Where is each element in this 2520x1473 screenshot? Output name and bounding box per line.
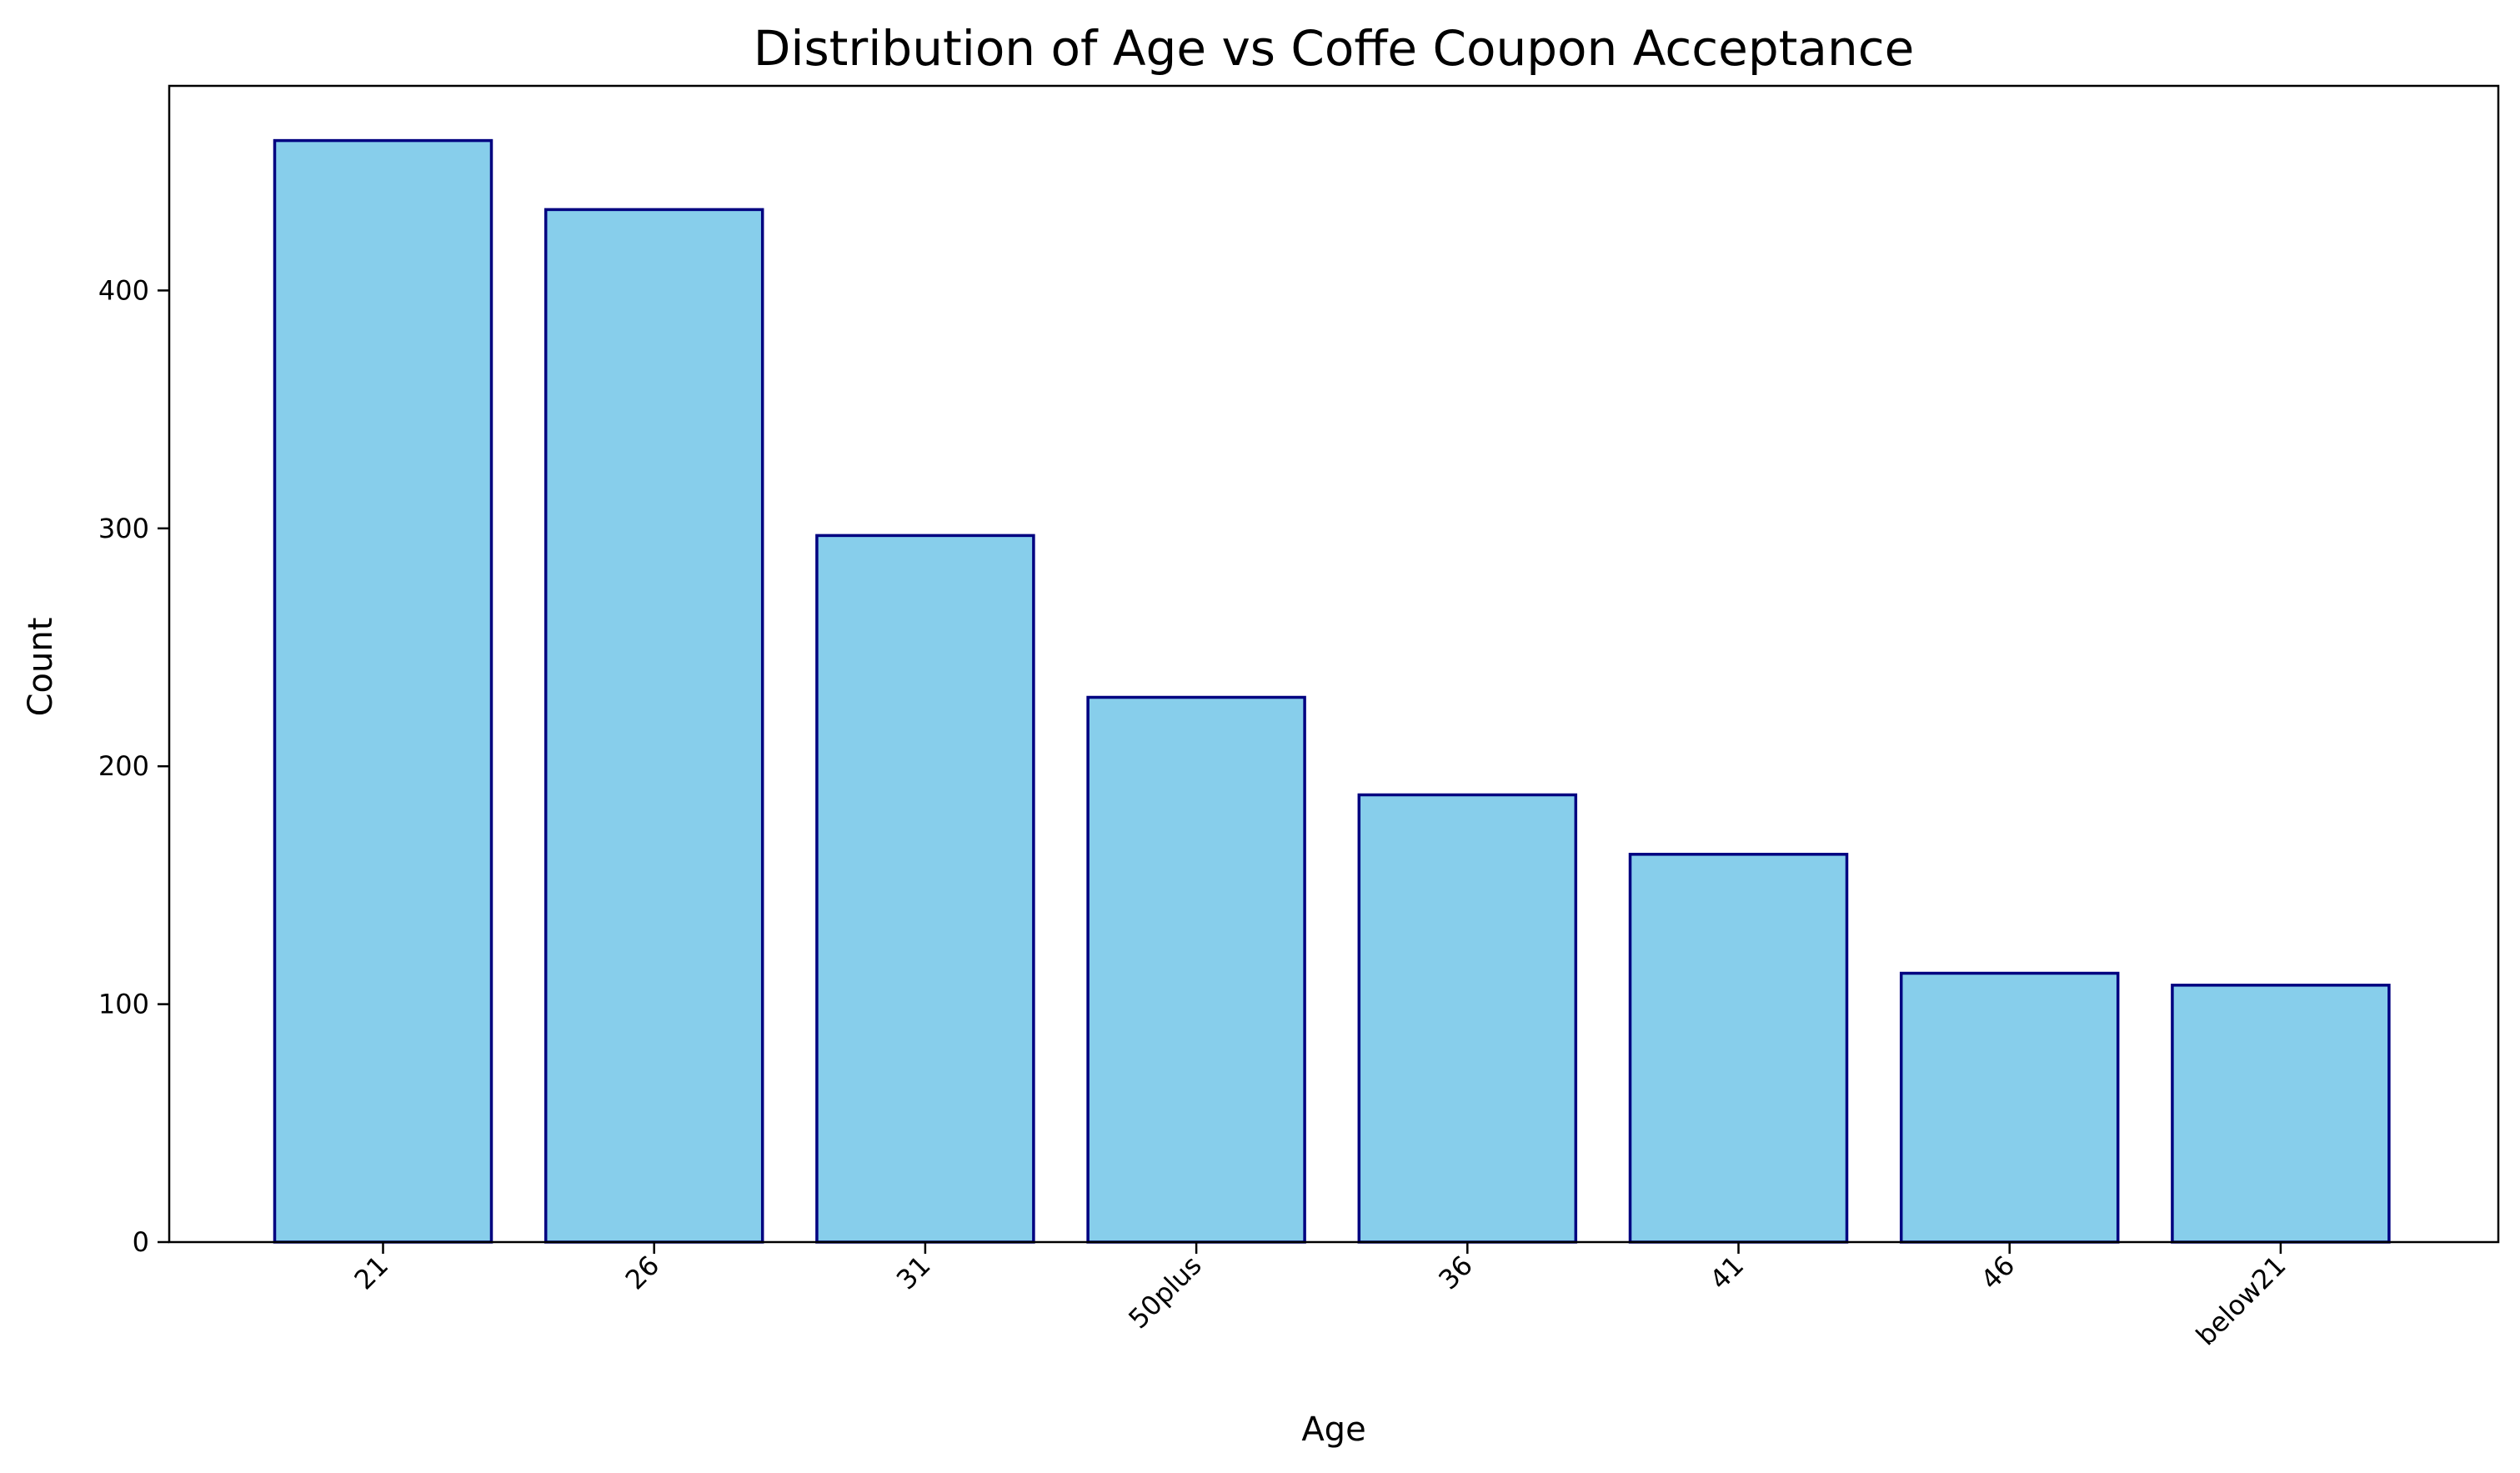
y-tick-label: 400 xyxy=(98,274,149,306)
y-axis-ticks: 0 100 200 300 400 xyxy=(98,274,169,1258)
bar-below21 xyxy=(2171,984,2391,1244)
bar-26 xyxy=(544,208,764,1244)
y-tick-label: 0 xyxy=(133,1226,149,1258)
bars xyxy=(273,138,2391,1244)
y-tick-label: 300 xyxy=(98,513,149,544)
y-tick-label: 200 xyxy=(98,750,149,782)
bar-31 xyxy=(815,534,1035,1244)
axes xyxy=(168,84,2500,1244)
plot-frame xyxy=(168,84,2500,1244)
chart-title: Distribution of Age vs Coffe Coupon Acce… xyxy=(754,20,1915,77)
x-axis-label: Age xyxy=(1301,1410,1365,1449)
bar-21 xyxy=(273,138,493,1244)
bar-50plus xyxy=(1086,695,1306,1244)
y-tick-label: 100 xyxy=(98,989,149,1020)
bar-41 xyxy=(1628,853,1849,1244)
bar-46 xyxy=(1899,971,2120,1244)
bar-36 xyxy=(1357,793,1578,1244)
y-axis-label: Count xyxy=(22,618,60,717)
